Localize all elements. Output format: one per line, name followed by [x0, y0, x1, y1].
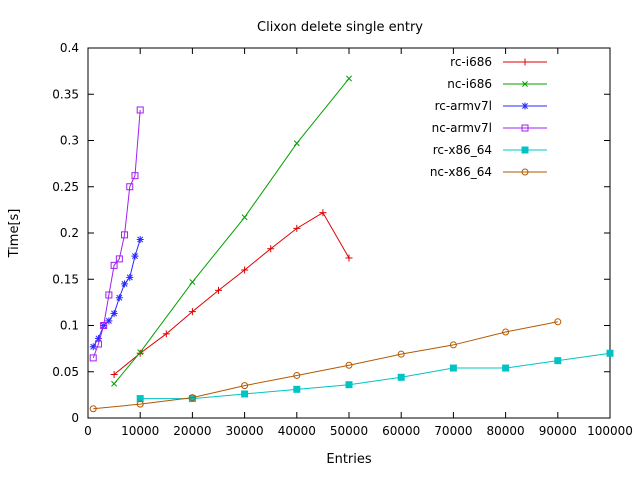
series-line-rc-armv7l [92, 239, 141, 348]
legend-label-nc-i686: nc-i686 [447, 77, 492, 91]
series-marker-nc-x86_64 [397, 350, 405, 358]
series-marker-nc-x86_64 [449, 341, 457, 349]
y-axis-label: Time[s] [7, 209, 22, 259]
series-marker-nc-i686 [293, 140, 300, 147]
x-tick-label: 90000 [539, 424, 577, 438]
series-line-nc-armv7l [92, 109, 141, 359]
x-tick-label: 60000 [382, 424, 420, 438]
series-marker-nc-armv7l [126, 183, 134, 191]
series-line-nc-i686 [113, 78, 350, 385]
y-tick-label: 0 [71, 411, 79, 425]
legend-label-rc-armv7l: rc-armv7l [435, 99, 492, 113]
series-marker-rc-armv7l [137, 236, 144, 243]
x-tick-label: 30000 [226, 424, 264, 438]
series-marker-rc-x86_64 [554, 357, 562, 365]
series-marker-nc-armv7l [100, 322, 108, 329]
series-marker-nc-i686 [137, 349, 144, 356]
series-marker-rc-x86_64 [241, 390, 249, 398]
series-marker-rc-armv7l [116, 294, 123, 301]
series-marker-nc-armv7l [136, 106, 144, 114]
series-marker-nc-x86_64 [89, 405, 97, 413]
series-marker-rc-x86_64 [293, 385, 301, 393]
y-tick-label: 0.35 [52, 87, 79, 101]
series-line-rc-x86_64 [140, 352, 611, 400]
legend-marker-rc-x86_64 [521, 146, 529, 154]
x-tick-label: 0 [84, 424, 92, 438]
series-marker-nc-armv7l [94, 340, 102, 348]
series-marker-nc-i686 [111, 380, 118, 387]
legend-marker-nc-armv7l [521, 124, 529, 132]
y-tick-label: 0.1 [60, 319, 79, 333]
legend-label-nc-armv7l: nc-armv7l [432, 121, 492, 135]
x-tick-label: 20000 [173, 424, 211, 438]
y-tick-label: 0.3 [60, 134, 79, 148]
y-tick-label: 0.4 [60, 41, 79, 55]
series-marker-nc-armv7l [89, 354, 97, 362]
series-marker-rc-armv7l [132, 253, 138, 260]
x-tick-label: 70000 [434, 424, 472, 438]
series-marker-nc-i686 [189, 279, 196, 286]
series-line-rc-i686 [113, 211, 350, 375]
y-tick-label: 0.2 [60, 226, 79, 240]
x-tick-label: 50000 [330, 424, 368, 438]
series-marker-rc-x86_64 [606, 349, 614, 357]
legend-label-rc-i686: rc-i686 [450, 55, 492, 69]
series-marker-nc-x86_64 [241, 382, 249, 390]
series-marker-nc-i686 [346, 75, 352, 82]
series-marker-rc-x86_64 [502, 364, 510, 372]
y-tick-label: 0.15 [52, 272, 79, 286]
series-marker-rc-x86_64 [345, 381, 353, 389]
series-marker-nc-x86_64 [136, 400, 144, 408]
series-marker-rc-armv7l [111, 310, 118, 317]
x-tick-label: 10000 [121, 424, 159, 438]
legend-marker-nc-x86_64 [521, 168, 529, 176]
chart-title: Clixon delete single entry [257, 20, 423, 35]
series-marker-nc-x86_64 [554, 318, 562, 326]
series-marker-nc-x86_64 [293, 371, 301, 379]
y-tick-label: 0.25 [52, 180, 79, 194]
series-marker-nc-armv7l [110, 261, 118, 269]
y-tick-label: 0.05 [52, 365, 79, 379]
series-marker-nc-armv7l [131, 172, 139, 180]
series-marker-rc-armv7l [121, 280, 128, 287]
series-marker-nc-x86_64 [188, 394, 196, 402]
legend-marker-rc-armv7l [522, 103, 528, 109]
legend-marker-nc-i686 [522, 81, 528, 87]
x-tick-label: 100000 [587, 424, 633, 438]
series-marker-rc-armv7l [126, 274, 133, 281]
series-marker-nc-x86_64 [502, 328, 510, 336]
legend-label-nc-x86_64: nc-x86_64 [430, 165, 492, 179]
x-tick-label: 40000 [278, 424, 316, 438]
series-marker-nc-i686 [241, 214, 248, 221]
series-marker-rc-x86_64 [397, 373, 405, 381]
legend-label-rc-x86_64: rc-x86_64 [433, 143, 492, 157]
x-tick-label: 80000 [487, 424, 525, 438]
series-marker-nc-armv7l [115, 255, 123, 263]
series-marker-nc-x86_64 [345, 361, 353, 369]
series-line-nc-x86_64 [93, 321, 558, 410]
series-marker-nc-armv7l [105, 291, 113, 299]
x-axis-label: Entries [326, 452, 372, 467]
series-marker-nc-armv7l [121, 231, 129, 239]
series-marker-rc-x86_64 [449, 364, 457, 372]
